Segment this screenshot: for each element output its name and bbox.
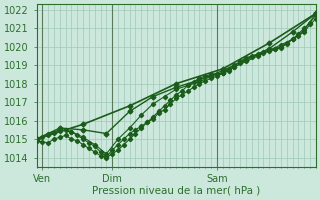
X-axis label: Pression niveau de la mer( hPa ): Pression niveau de la mer( hPa ) [92,186,260,196]
